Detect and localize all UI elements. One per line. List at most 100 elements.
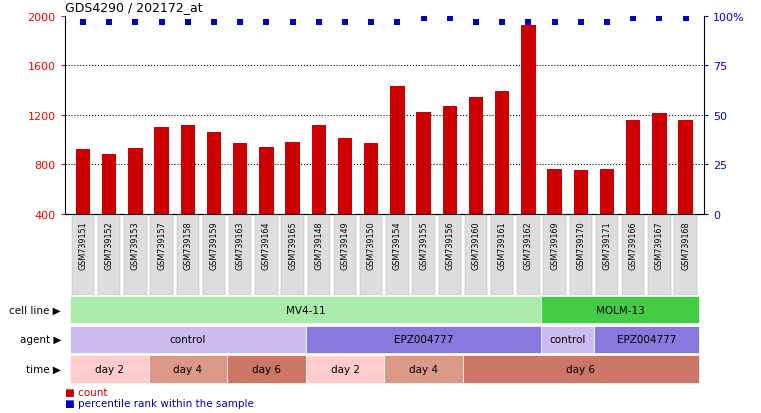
Text: GSM739160: GSM739160	[472, 221, 480, 269]
Text: day 2: day 2	[94, 364, 124, 374]
FancyBboxPatch shape	[98, 216, 120, 295]
Text: time ▶: time ▶	[26, 364, 61, 374]
Text: MOLM-13: MOLM-13	[596, 305, 645, 315]
FancyBboxPatch shape	[542, 296, 699, 323]
Text: GSM739161: GSM739161	[498, 221, 507, 269]
Bar	[600, 170, 614, 214]
Text: GSM739169: GSM739169	[550, 221, 559, 269]
FancyBboxPatch shape	[255, 216, 278, 295]
FancyBboxPatch shape	[542, 326, 594, 353]
Bar	[311, 125, 326, 214]
Point	[234, 19, 247, 26]
FancyBboxPatch shape	[306, 326, 542, 353]
FancyBboxPatch shape	[229, 216, 251, 295]
Text: ■ percentile rank within the sample: ■ percentile rank within the sample	[65, 399, 253, 408]
FancyBboxPatch shape	[334, 216, 356, 295]
Text: day 4: day 4	[174, 364, 202, 374]
Text: GSM739159: GSM739159	[209, 221, 218, 269]
FancyBboxPatch shape	[594, 326, 699, 353]
Bar	[547, 170, 562, 214]
Point	[653, 15, 665, 22]
FancyBboxPatch shape	[360, 216, 382, 295]
Bar	[521, 26, 536, 214]
Point	[339, 19, 351, 26]
FancyBboxPatch shape	[674, 216, 697, 295]
FancyBboxPatch shape	[306, 356, 384, 383]
Bar	[128, 149, 142, 214]
Text: MV4-11: MV4-11	[286, 305, 326, 315]
Point	[549, 19, 561, 26]
FancyBboxPatch shape	[596, 216, 618, 295]
Bar	[76, 150, 91, 214]
Text: GSM739171: GSM739171	[603, 221, 612, 269]
Text: ■ count: ■ count	[65, 387, 107, 396]
Text: GSM739149: GSM739149	[340, 221, 349, 269]
Bar	[469, 98, 483, 214]
Text: GSM739154: GSM739154	[393, 221, 402, 269]
Point	[575, 19, 587, 26]
FancyBboxPatch shape	[517, 216, 540, 295]
Text: control: control	[549, 335, 586, 344]
Text: GSM739151: GSM739151	[78, 221, 88, 269]
Text: EPZ004777: EPZ004777	[394, 335, 454, 344]
Text: day 6: day 6	[252, 364, 281, 374]
FancyBboxPatch shape	[177, 216, 199, 295]
Bar	[626, 120, 641, 214]
FancyBboxPatch shape	[282, 216, 304, 295]
Text: GDS4290 / 202172_at: GDS4290 / 202172_at	[65, 1, 202, 14]
Text: GSM739150: GSM739150	[367, 221, 376, 269]
FancyBboxPatch shape	[570, 216, 592, 295]
Bar	[233, 144, 247, 214]
Text: GSM739162: GSM739162	[524, 221, 533, 269]
FancyBboxPatch shape	[227, 356, 306, 383]
FancyBboxPatch shape	[438, 216, 461, 295]
Point	[601, 19, 613, 26]
Text: GSM739155: GSM739155	[419, 221, 428, 269]
FancyBboxPatch shape	[465, 216, 487, 295]
Text: GSM739167: GSM739167	[655, 221, 664, 269]
FancyBboxPatch shape	[648, 216, 670, 295]
Point	[77, 19, 89, 26]
Text: GSM739163: GSM739163	[236, 221, 245, 269]
FancyBboxPatch shape	[70, 326, 306, 353]
FancyBboxPatch shape	[307, 216, 330, 295]
Point	[627, 15, 639, 22]
Text: GSM739165: GSM739165	[288, 221, 297, 269]
Point	[444, 15, 456, 22]
Text: GSM739153: GSM739153	[131, 221, 140, 269]
Text: GSM739152: GSM739152	[105, 221, 113, 269]
FancyBboxPatch shape	[70, 356, 148, 383]
Point	[129, 19, 142, 26]
FancyBboxPatch shape	[463, 356, 699, 383]
Text: GSM739166: GSM739166	[629, 221, 638, 269]
Text: control: control	[170, 335, 206, 344]
Text: GSM739168: GSM739168	[681, 221, 690, 269]
Bar	[338, 139, 352, 214]
FancyBboxPatch shape	[384, 356, 463, 383]
Point	[391, 19, 403, 26]
FancyBboxPatch shape	[148, 356, 227, 383]
FancyBboxPatch shape	[72, 216, 94, 295]
Text: day 4: day 4	[409, 364, 438, 374]
Text: GSM739158: GSM739158	[183, 221, 193, 269]
Text: cell line ▶: cell line ▶	[9, 305, 61, 315]
Point	[208, 19, 220, 26]
Text: GSM739170: GSM739170	[576, 221, 585, 269]
Bar	[102, 155, 116, 214]
Point	[260, 19, 272, 26]
Bar	[260, 147, 274, 214]
FancyBboxPatch shape	[124, 216, 147, 295]
Text: GSM739156: GSM739156	[445, 221, 454, 269]
Text: day 6: day 6	[566, 364, 595, 374]
FancyBboxPatch shape	[622, 216, 645, 295]
Bar	[678, 120, 693, 214]
Point	[182, 19, 194, 26]
Text: GSM739164: GSM739164	[262, 221, 271, 269]
Bar	[574, 171, 588, 214]
FancyBboxPatch shape	[203, 216, 225, 295]
Point	[155, 19, 167, 26]
FancyBboxPatch shape	[543, 216, 565, 295]
Point	[680, 15, 692, 22]
Point	[103, 19, 116, 26]
Bar	[364, 144, 378, 214]
